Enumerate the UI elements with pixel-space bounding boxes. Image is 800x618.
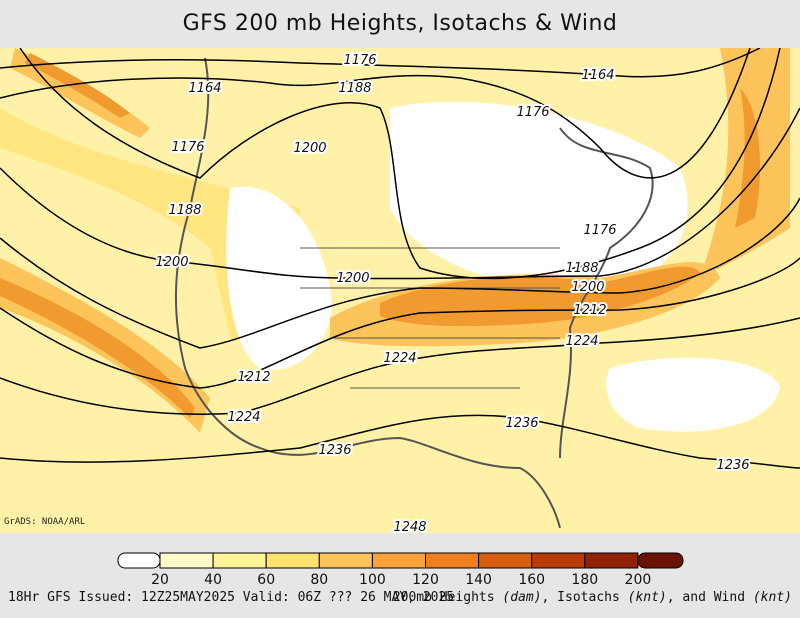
- contour-label: 1176: [583, 223, 616, 238]
- contour-label: 1212: [237, 370, 270, 385]
- description-part: , Isotachs: [541, 590, 628, 605]
- color-swatch: [212, 552, 267, 569]
- color-swatch: [584, 552, 639, 569]
- color-bar: 20 40 60 80 100 120 140 160 180 200: [117, 552, 684, 588]
- contour-label: 1212: [573, 303, 606, 318]
- contour-label: 1200: [336, 271, 369, 286]
- field-description: 200mb Heights (dam), Isotachs (knt), and…: [393, 590, 792, 605]
- contour-label: 1188: [168, 203, 201, 218]
- contour-label: 1164: [188, 81, 221, 96]
- isotach-shading: [0, 48, 790, 433]
- description-part: (knt): [627, 590, 667, 605]
- contour-label: 1236: [716, 458, 749, 473]
- description-part: , and Wind: [666, 590, 753, 605]
- contour-label: 1188: [565, 261, 598, 276]
- description-part: (dam): [502, 590, 542, 605]
- description-part: (knt): [752, 590, 792, 605]
- contour-label: 1176: [516, 105, 549, 120]
- color-tick-label: 200: [625, 572, 652, 588]
- credit: GrADS: NOAA/ARL: [4, 517, 85, 527]
- color-swatch: [117, 552, 161, 569]
- contour-label: 1224: [227, 410, 260, 425]
- contour-label: 1224: [383, 351, 416, 366]
- color-tick-label: 80: [310, 572, 328, 588]
- contour-label: 1200: [155, 255, 188, 270]
- color-swatch: [531, 552, 586, 569]
- contour-label: 1200: [293, 141, 326, 156]
- contour-label: 1236: [318, 443, 351, 458]
- color-swatch: [637, 552, 684, 569]
- color-swatch: [371, 552, 426, 569]
- color-tick-label: 60: [257, 572, 275, 588]
- color-swatch: [478, 552, 533, 569]
- color-swatch: [159, 552, 214, 569]
- height-contours: [0, 48, 800, 469]
- contour-label: 1224: [565, 334, 598, 349]
- color-tick-label: 20: [151, 572, 169, 588]
- color-tick-label: 140: [465, 572, 492, 588]
- color-swatch: [265, 552, 320, 569]
- contour-label: 1176: [343, 53, 376, 68]
- contour-label: 1188: [338, 81, 371, 96]
- contour-label: 1236: [505, 416, 538, 431]
- color-tick-label: 120: [412, 572, 439, 588]
- color-swatch: [318, 552, 373, 569]
- color-tick-label: 160: [518, 572, 545, 588]
- contour-label: 1164: [581, 68, 614, 83]
- color-swatch: [425, 552, 480, 569]
- color-tick-label: 180: [571, 572, 598, 588]
- contour-label: 1200: [571, 280, 604, 295]
- map-title: GFS 200 mb Heights, Isotachs & Wind: [182, 11, 618, 36]
- contour-label: 1248: [393, 520, 426, 533]
- color-tick-label: 100: [359, 572, 386, 588]
- color-tick-label: 40: [204, 572, 222, 588]
- run-info: 18Hr GFS Issued: 12Z25MAY2025 Valid: 06Z…: [8, 590, 455, 605]
- map: 1176 1164 1164 1188 1176 1176 1200 1188 …: [0, 48, 800, 533]
- description-part: 200mb Heights: [392, 590, 503, 605]
- contour-label: 1176: [171, 140, 204, 155]
